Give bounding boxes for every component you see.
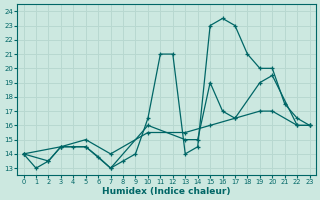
X-axis label: Humidex (Indice chaleur): Humidex (Indice chaleur) bbox=[102, 187, 231, 196]
